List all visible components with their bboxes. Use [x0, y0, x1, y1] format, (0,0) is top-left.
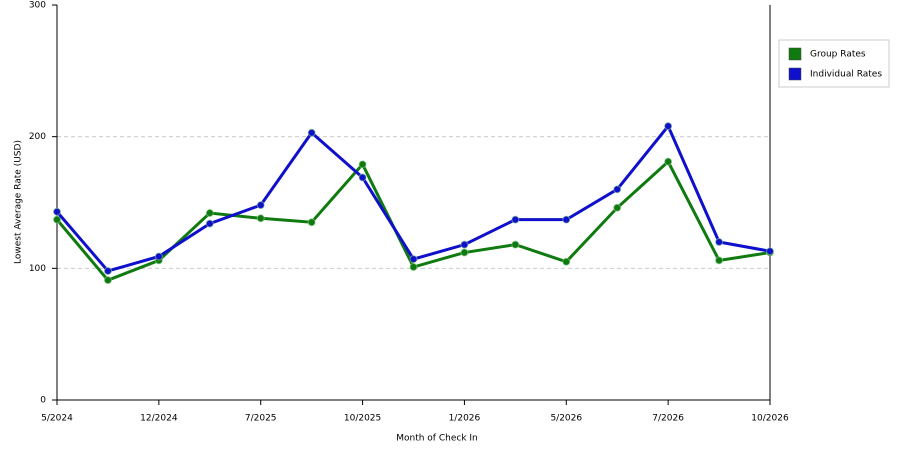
- x-tick-label: 5/2026: [550, 414, 582, 424]
- data-point: [103, 266, 112, 275]
- data-point: [409, 255, 418, 264]
- data-point: [613, 185, 622, 194]
- y-tick-label: 0: [40, 396, 46, 406]
- x-tick-label: 1/2026: [449, 414, 481, 424]
- data-point: [460, 248, 469, 257]
- data-point: [205, 209, 214, 218]
- data-point: [103, 276, 112, 285]
- data-point: [307, 218, 316, 227]
- data-point: [358, 173, 367, 182]
- x-tick-label: 12/2024: [140, 414, 178, 424]
- y-tick-label: 100: [29, 264, 46, 274]
- data-point: [664, 122, 673, 131]
- legend-swatch: [788, 67, 802, 81]
- y-tick-label: 200: [29, 132, 46, 142]
- data-point: [664, 157, 673, 166]
- data-point: [766, 247, 774, 256]
- x-tick-label: 5/2024: [41, 414, 73, 424]
- data-point: [511, 215, 520, 224]
- data-point: [460, 240, 469, 249]
- data-point: [53, 215, 61, 224]
- x-axis-label: Month of Check In: [396, 434, 478, 444]
- data-point: [409, 263, 418, 272]
- data-point: [358, 160, 367, 169]
- x-tick-label: 10/2026: [751, 414, 789, 424]
- series-line: [55, 123, 771, 273]
- data-point: [715, 238, 724, 246]
- y-axis-label: Lowest Average Rate (USD): [14, 140, 24, 264]
- legend-swatch: [788, 47, 802, 61]
- data-point: [511, 240, 520, 249]
- data-point: [562, 215, 571, 224]
- x-tick-label: 10/2025: [344, 414, 381, 424]
- legend-label: Individual Rates: [810, 70, 882, 80]
- data-point: [256, 201, 265, 210]
- y-tick-label: 300: [29, 1, 46, 11]
- x-tick-label: 7/2025: [245, 414, 277, 424]
- data-point: [613, 203, 622, 212]
- x-tick-label: 7/2026: [652, 414, 684, 424]
- data-point: [715, 256, 724, 265]
- data-point: [53, 207, 61, 216]
- data-point: [256, 214, 265, 223]
- data-point: [154, 252, 163, 261]
- data-point: [307, 128, 316, 137]
- data-point: [205, 219, 214, 228]
- data-point: [562, 257, 571, 266]
- legend-label: Group Rates: [810, 50, 866, 60]
